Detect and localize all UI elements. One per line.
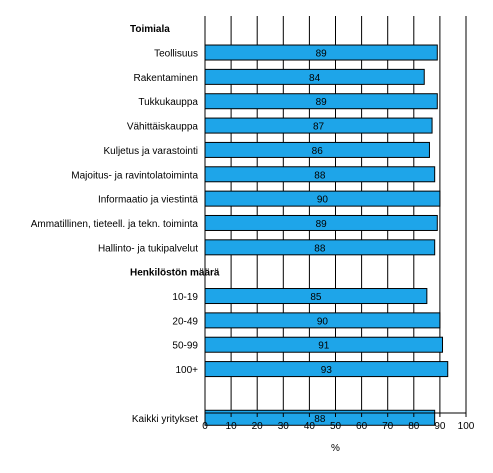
x-tick-label: 70 xyxy=(382,421,394,432)
x-tick-label: 20 xyxy=(252,421,264,432)
data-label: 85 xyxy=(310,292,322,303)
x-tick-label: 0 xyxy=(202,421,208,432)
category-label: Hallinto- ja tukipalvelut xyxy=(98,243,198,254)
data-label: 91 xyxy=(318,341,330,352)
group-header: Henkilöstön määrä xyxy=(130,268,220,279)
category-label: 20-49 xyxy=(172,316,198,327)
data-label: 89 xyxy=(316,97,328,108)
x-tick-label: 100 xyxy=(458,421,475,432)
group-header: Toimiala xyxy=(130,24,170,35)
data-label: 89 xyxy=(316,49,328,60)
x-tick-label: 30 xyxy=(278,421,290,432)
category-label: Majoitus- ja ravintolatoiminta xyxy=(71,170,198,181)
x-tick-label: 40 xyxy=(304,421,316,432)
category-label: Rakentaminen xyxy=(134,73,198,84)
category-label: Kaikki yritykset xyxy=(132,414,198,425)
data-label: 87 xyxy=(313,122,325,133)
data-label: 89 xyxy=(316,219,328,230)
data-label: 90 xyxy=(317,316,329,327)
category-label: Tukkukauppa xyxy=(138,97,198,108)
x-tick-label: 60 xyxy=(356,421,368,432)
bars: 89 84 89 87 86 88 90 89 88 85 90 91 93 88 xyxy=(204,44,449,426)
category-label: Vähittäiskauppa xyxy=(127,122,199,133)
category-label: Teollisuus xyxy=(154,49,198,60)
data-label: 93 xyxy=(321,365,333,376)
data-label: 88 xyxy=(314,243,326,254)
x-tick-label: 50 xyxy=(330,421,342,432)
category-label: 50-99 xyxy=(172,341,198,352)
data-label: 88 xyxy=(314,414,326,425)
category-label: 100+ xyxy=(175,365,198,376)
bar xyxy=(204,409,436,426)
data-label: 84 xyxy=(309,73,321,84)
category-labels: Toimiala Teollisuus Rakentaminen Tukkukaupp… xyxy=(31,24,220,425)
x-tick-label: 10 xyxy=(226,421,238,432)
data-label: 90 xyxy=(317,195,329,206)
data-label: 86 xyxy=(312,146,324,157)
axes: 0 10 20 30 40 50 60 70 80 90 100 xyxy=(202,16,475,432)
category-label: Kuljetus ja varastointi xyxy=(104,146,199,157)
category-label: Ammatillinen, tieteell. ja tekn. toimint… xyxy=(31,219,199,230)
category-label: 10-19 xyxy=(172,292,198,303)
x-tick-label: 80 xyxy=(408,421,420,432)
data-label: 88 xyxy=(314,170,326,181)
x-tick-label: 90 xyxy=(434,421,446,432)
category-label: Informaatio ja viestintä xyxy=(98,195,198,206)
x-axis-title: % xyxy=(331,443,340,454)
